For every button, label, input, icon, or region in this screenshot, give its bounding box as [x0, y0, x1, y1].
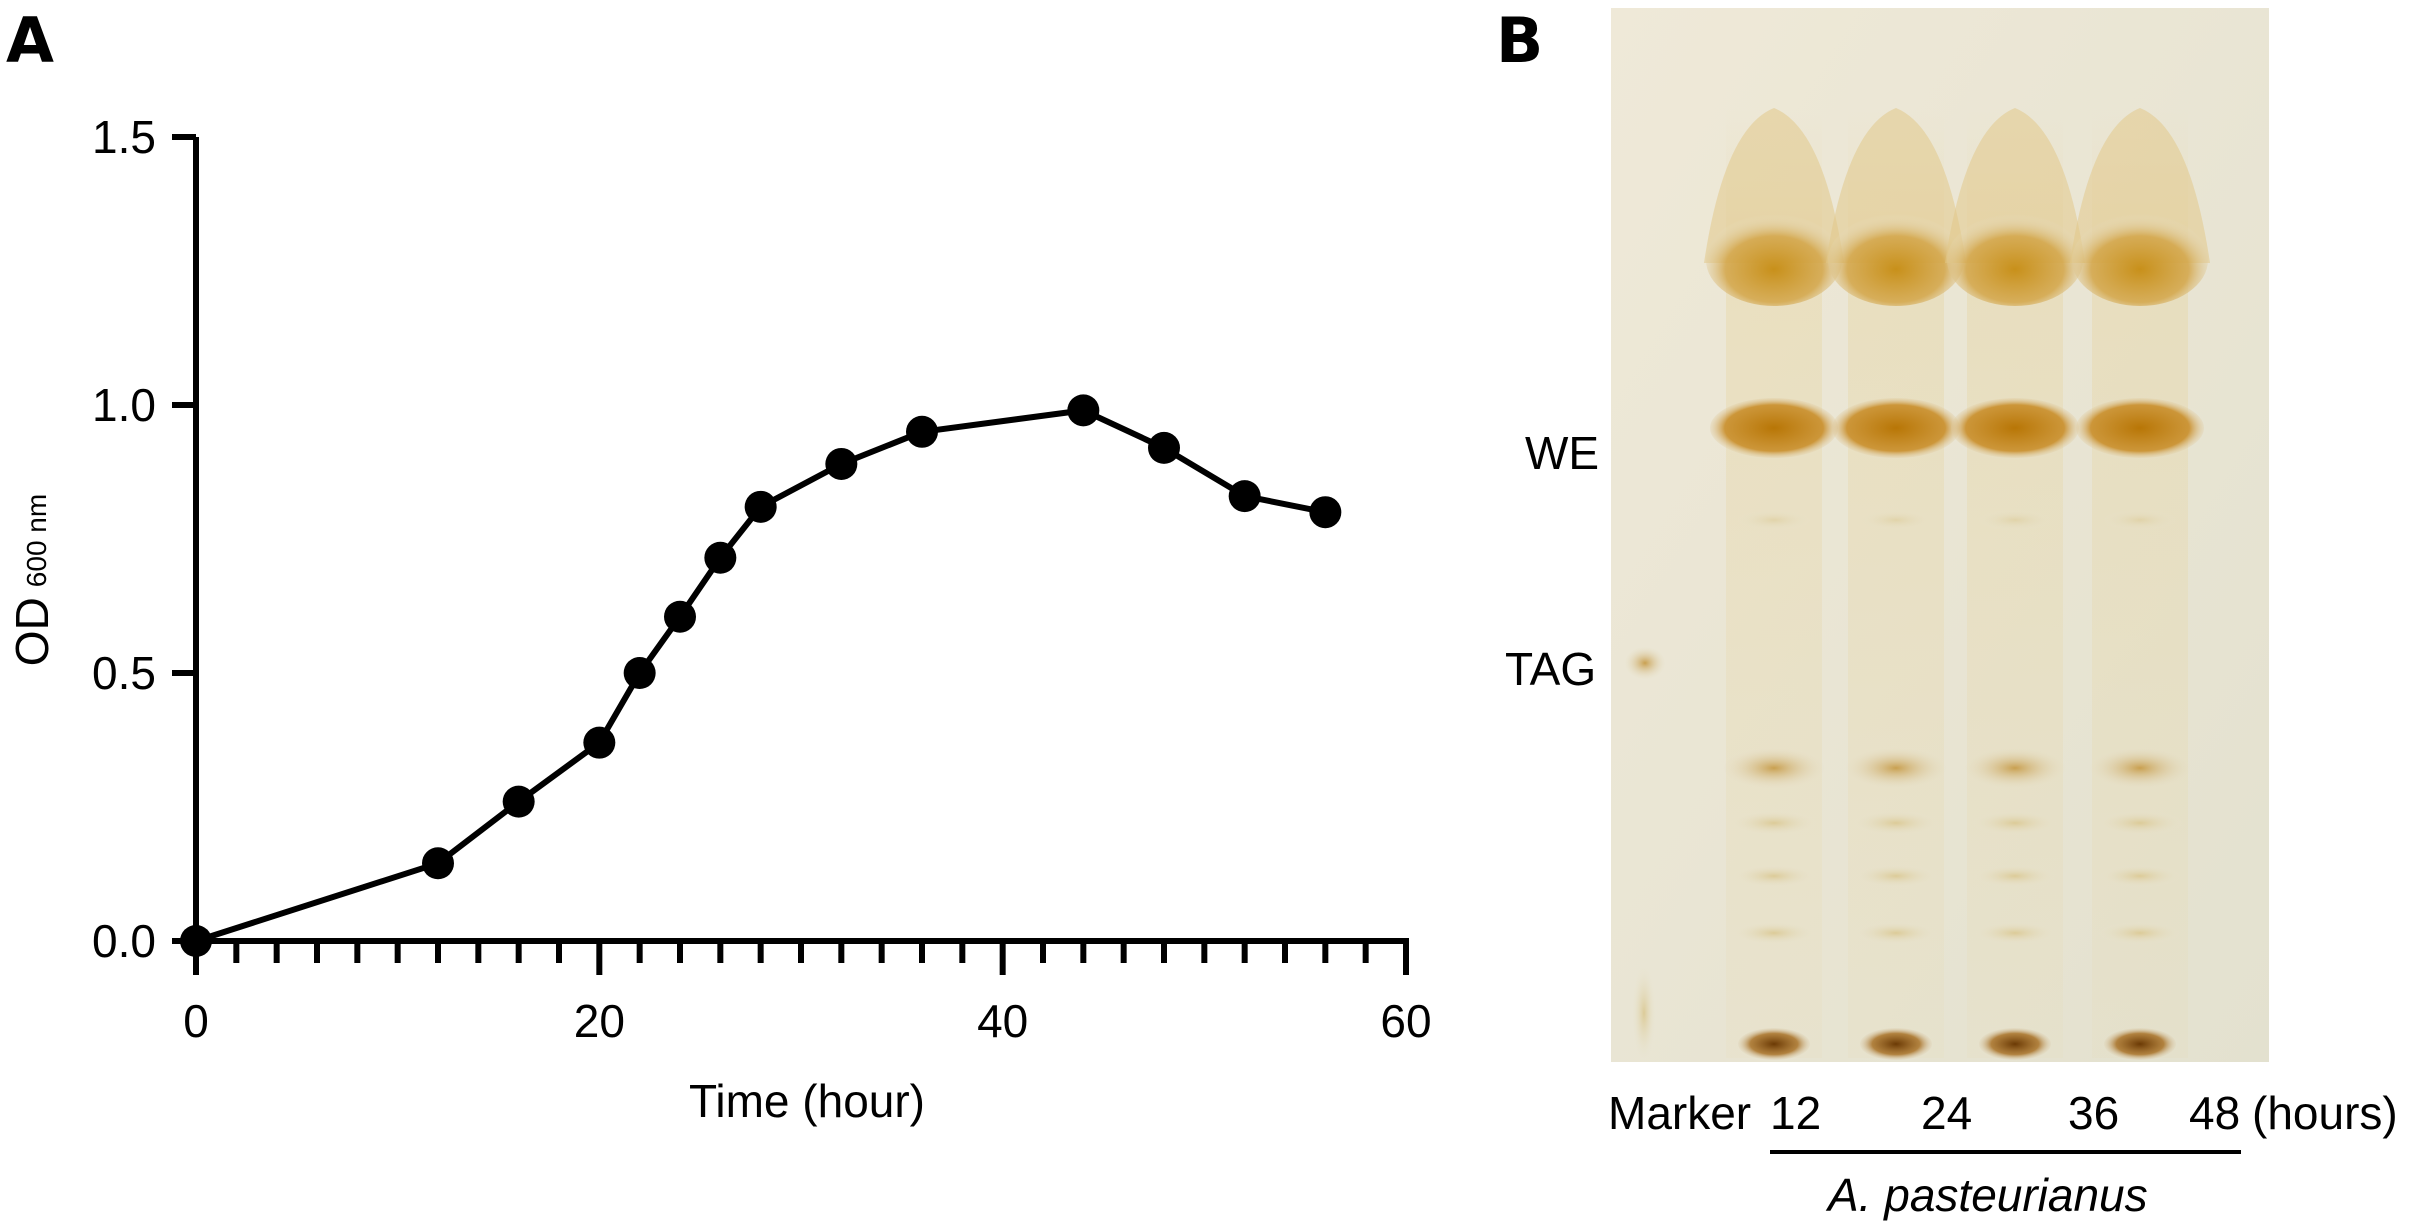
data-points	[180, 394, 1342, 957]
faint-band	[1856, 922, 1936, 944]
lower-band	[1846, 748, 1946, 788]
y-tick-label: 0.5	[92, 647, 156, 699]
origin-spot	[2104, 1028, 2176, 1060]
data-point	[422, 847, 454, 880]
faint-band	[2100, 922, 2180, 944]
band-label-we: WE	[1525, 427, 1600, 479]
data-point	[906, 415, 938, 448]
lower-band	[2090, 748, 2190, 788]
panel-b-label: B	[1496, 4, 1544, 77]
marker-tag-spot	[1625, 647, 1665, 679]
data-point	[1228, 480, 1261, 513]
y-axis-title: OD 600 nm	[6, 494, 58, 666]
lane-label-marker: Marker	[1608, 1087, 1752, 1139]
lane-label-48: 48	[2189, 1087, 2241, 1139]
faint-band	[1856, 865, 1936, 887]
data-point	[583, 726, 616, 759]
we-band	[2076, 398, 2204, 458]
faint-band	[2104, 510, 2176, 530]
data-point	[744, 490, 777, 523]
data-point	[664, 600, 696, 633]
x-tick-label: 60	[1380, 995, 1431, 1047]
we-band	[1832, 398, 1960, 458]
faint-band	[1860, 510, 1932, 530]
y-axis-ticks: 0.0 0.5 1.0 1.5	[92, 111, 196, 967]
tlc-plate-image	[1611, 8, 2269, 1062]
x-tick-label: 20	[574, 995, 625, 1047]
lane-label-36: 36	[2068, 1087, 2120, 1139]
we-band	[1710, 398, 1838, 458]
faint-band	[1975, 922, 2055, 944]
strain-caption: A. pasteurianus	[1828, 1169, 2148, 1221]
we-band	[1951, 398, 2079, 458]
data-point	[1148, 431, 1180, 464]
y-axis-title-main: OD	[6, 597, 58, 666]
panel-a-label: A	[6, 4, 54, 77]
faint-band	[1979, 510, 2051, 530]
origin-spot	[1860, 1028, 1932, 1060]
faint-band	[1975, 865, 2055, 887]
faint-band	[2100, 865, 2180, 887]
x-tick-label: 0	[183, 995, 209, 1047]
lower-band	[1965, 748, 2065, 788]
x-axis-title: Time (hour)	[689, 1075, 925, 1127]
faint-band	[1734, 922, 1814, 944]
top-band	[1828, 214, 1964, 306]
faint-band	[1854, 811, 1938, 835]
faint-band	[2098, 811, 2182, 835]
data-point	[1067, 394, 1100, 427]
marker-origin-spot	[1633, 968, 1655, 1058]
data-point	[704, 541, 737, 574]
y-tick-label: 0.0	[92, 915, 156, 967]
plate-lanes	[1704, 108, 2210, 1060]
faint-band	[1973, 811, 2057, 835]
strain-bracket-line	[1770, 1150, 2241, 1154]
series-line	[195, 407, 1326, 944]
growth-curve-chart: 0.0 0.5 1.0 1.5 0 20 40 60 Time (hour) OD 600 n…	[6, 111, 1432, 1127]
origin-spot	[1738, 1028, 1810, 1060]
faint-band	[1734, 865, 1814, 887]
faint-band	[1738, 510, 1810, 530]
data-point	[825, 447, 858, 480]
faint-band	[1732, 811, 1816, 835]
lane-label-12: 12	[1770, 1087, 1822, 1139]
lane-label-24: 24	[1921, 1087, 1973, 1139]
top-band	[1947, 214, 2083, 306]
y-tick-label: 1.0	[92, 379, 156, 431]
lane-unit-label: (hours)	[2252, 1087, 2398, 1139]
y-axis-title-subscript: 600 nm	[21, 494, 52, 587]
chart-axes	[193, 137, 1409, 944]
x-axis-ticks: 0 20 40 60	[183, 941, 1432, 1047]
x-tick-label: 40	[977, 995, 1028, 1047]
lower-band	[1724, 748, 1824, 788]
data-point	[502, 785, 535, 818]
band-label-tag: TAG	[1505, 643, 1597, 695]
top-band	[1706, 214, 1842, 306]
origin-spot	[1979, 1028, 2051, 1060]
y-tick-label: 1.5	[92, 111, 156, 163]
data-point	[180, 925, 212, 957]
data-point	[623, 657, 656, 689]
top-band	[2072, 214, 2208, 306]
data-point	[1309, 496, 1342, 529]
